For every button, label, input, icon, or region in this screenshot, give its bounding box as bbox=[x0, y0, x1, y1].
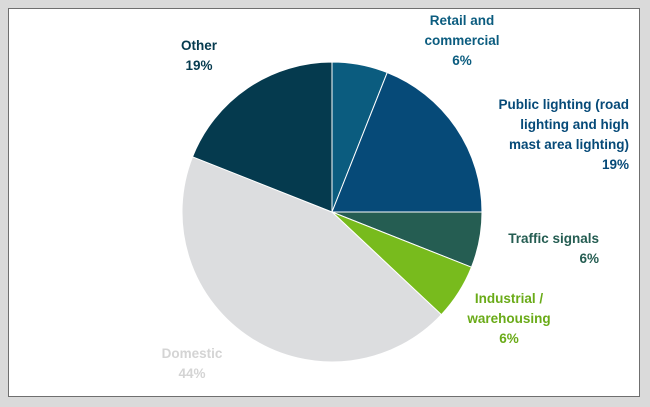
slice-label-line: mast area lighting) bbox=[508, 137, 629, 152]
slice-label-line: Domestic bbox=[161, 346, 223, 361]
slice-label-line: Industrial / bbox=[474, 291, 544, 306]
slice-label-line: warehousing bbox=[467, 311, 551, 326]
pie-slice-other bbox=[191, 61, 333, 213]
pie-chart bbox=[181, 61, 483, 363]
slice-value-label: 19% bbox=[185, 58, 213, 73]
chart-frame: Retail and commercial 6% Public lighting (r… bbox=[8, 8, 640, 397]
slice-value-label: 6% bbox=[499, 331, 519, 346]
slice-label-line: commercial bbox=[424, 33, 500, 48]
slice-label-public-lighting-road-lighting-and-high-mast-area-lighting: Public lighting (road lighting and high ma… bbox=[459, 95, 630, 175]
slice-label-industrial-warehousing: Industrial / warehousing 6% bbox=[449, 289, 569, 349]
slice-label-line: Traffic signals bbox=[508, 231, 599, 246]
slice-label-retail-and-commercial: Retail and commercial 6% bbox=[387, 11, 537, 71]
pie-slice-domestic bbox=[181, 156, 443, 363]
slice-label-line: lighting and high bbox=[520, 117, 629, 132]
slice-label-traffic-signals: Traffic signals 6% bbox=[479, 229, 599, 269]
slice-value-label: 44% bbox=[178, 366, 206, 381]
slice-value-label: 6% bbox=[452, 53, 472, 68]
slice-label-line: Public lighting (road bbox=[498, 97, 630, 112]
slice-value-label: 6% bbox=[579, 251, 599, 266]
slice-label-line: Retail and bbox=[429, 13, 495, 28]
slice-label-line: Other bbox=[180, 38, 217, 53]
slice-value-label: 19% bbox=[601, 157, 629, 172]
slice-label-other: Other 19% bbox=[159, 36, 239, 76]
pie-slice-public-lighting-road-lighting-and-high-mast-area-lighting bbox=[331, 71, 483, 213]
slice-label-domestic: Domestic 44% bbox=[147, 344, 237, 384]
